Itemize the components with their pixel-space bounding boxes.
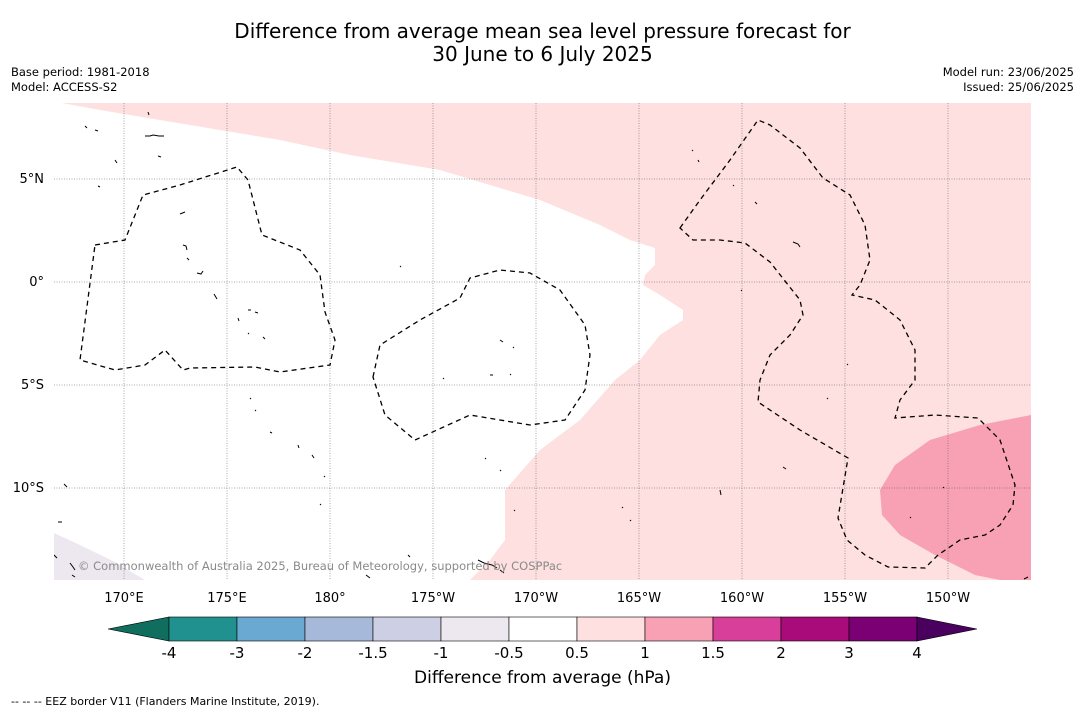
- map-frame: © Commonwealth of Australia 2025, Bureau…: [54, 103, 1031, 580]
- lat-label: 0°: [29, 275, 44, 290]
- islands: [54, 111, 1029, 580]
- anomaly-region-medium-pink: [880, 415, 1031, 580]
- colorbar-tick-label: 3: [844, 644, 854, 662]
- lon-label: 150°W: [926, 591, 970, 606]
- colorbar-segment: [372, 616, 442, 642]
- copyright-notice: © Commonwealth of Australia 2025, Bureau…: [78, 559, 562, 573]
- meta-left: Base period: 1981-2018 Model: ACCESS-S2: [11, 65, 150, 95]
- colorbar-segments: [168, 616, 918, 642]
- meta-right: Model run: 23/06/2025 Issued: 25/06/2025: [943, 65, 1074, 95]
- eez-border-kiribati-gilberts: [79, 166, 336, 373]
- title-line-2: 30 June to 6 July 2025: [432, 42, 653, 66]
- lat-label: 5°S: [21, 378, 44, 393]
- lon-label: 175°W: [411, 591, 455, 606]
- colorbar-segment: [576, 616, 646, 642]
- lon-label: 175°E: [207, 591, 247, 606]
- colorbar-over-arrow: [916, 616, 978, 642]
- anomaly-region-light-pink: [62, 103, 1031, 580]
- colorbar-segment: [440, 616, 510, 642]
- colorbar-tick-label: -3: [230, 644, 245, 662]
- base-period: Base period: 1981-2018: [11, 65, 150, 79]
- colorbar-tick-labels: -4 -3 -2 -1.5 -1 -0.5 0.5 1 1.5 2 3 4: [162, 644, 922, 662]
- anomaly-region-lavender: [54, 533, 145, 580]
- longitude-labels: 170°E 175°E 180° 175°W 170°W 165°W 160°W…: [104, 591, 970, 606]
- colorbar-segment: [236, 616, 306, 642]
- lon-label: 170°E: [104, 591, 144, 606]
- colorbar-tick-label: 4: [912, 644, 922, 662]
- eez-footnote: -- -- -- EEZ border V11 (Flanders Marine…: [11, 695, 320, 708]
- lon-label: 165°W: [617, 591, 661, 606]
- eez-borders: [79, 119, 1016, 569]
- colorbar-segment: [848, 616, 918, 642]
- colorbar: -4 -3 -2 -1.5 -1 -0.5 0.5 1 1.5 2 3 4: [107, 616, 978, 662]
- colorbar-tick-label: 1.5: [701, 644, 725, 662]
- colorbar-segment: [780, 616, 850, 642]
- colorbar-tick-label: -1: [434, 644, 449, 662]
- colorbar-segment: [508, 616, 578, 642]
- colorbar-under-arrow: [107, 616, 170, 642]
- eez-border-kiribati-line: [679, 119, 1016, 569]
- lon-label: 155°W: [823, 591, 867, 606]
- colorbar-segment: [644, 616, 714, 642]
- lon-label: 180°: [314, 591, 345, 606]
- colorbar-title: Difference from average (hPa): [414, 668, 671, 688]
- colorbar-segment: [712, 616, 782, 642]
- colorbar-tick-label: -0.5: [494, 644, 523, 662]
- latitude-labels: 5°N 0° 5°S 10°S: [13, 172, 44, 496]
- colorbar-tick-label: 1: [640, 644, 650, 662]
- title-line-1: Difference from average mean sea level p…: [234, 19, 851, 43]
- eez-border-kiribati-phoenix: [372, 269, 591, 441]
- colorbar-tick-label: -1.5: [358, 644, 387, 662]
- map-title: Difference from average mean sea level p…: [0, 20, 1085, 66]
- model-name: Model: ACCESS-S2: [11, 80, 118, 94]
- model-run: Model run: 23/06/2025: [942, 65, 1074, 79]
- colorbar-segment: [304, 616, 374, 642]
- lat-label: 10°S: [13, 481, 44, 496]
- lat-label: 5°N: [20, 172, 45, 187]
- colorbar-segment: [168, 616, 238, 642]
- issued-date: Issued: 25/06/2025: [963, 80, 1074, 94]
- colorbar-tick-label: -4: [162, 644, 177, 662]
- colorbar-tick-label: 0.5: [565, 644, 589, 662]
- lon-label: 170°W: [514, 591, 558, 606]
- lon-label: 160°W: [720, 591, 764, 606]
- colorbar-tick-label: -2: [298, 644, 313, 662]
- colorbar-tick-label: 2: [776, 644, 786, 662]
- gridlines: [54, 103, 1031, 580]
